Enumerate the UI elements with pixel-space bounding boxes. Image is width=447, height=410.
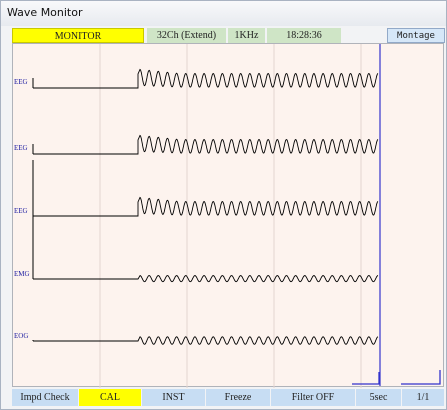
channel-trace-emg (33, 275, 379, 283)
channel-trace-eeg (33, 196, 379, 217)
montage-button[interactable]: Montage (387, 28, 445, 43)
inst-button[interactable]: INST (142, 389, 205, 406)
time-scale-button[interactable]: 5sec (356, 389, 401, 406)
scroll-marker-left[interactable] (352, 372, 380, 385)
channel-label: EEG (14, 78, 28, 86)
scroll-marker-right[interactable] (401, 370, 441, 385)
channel-trace-eog (33, 336, 379, 345)
waveform-area: EEG EEG EEG EMG EOG (12, 43, 444, 388)
page-indicator[interactable]: 1/1 (402, 389, 444, 406)
channel-count-indicator: 32Ch (Extend) (147, 28, 226, 43)
channel-label: EOG (14, 332, 29, 340)
channel-label: EEG (14, 207, 28, 215)
channel-label: EMG (14, 270, 30, 278)
waveform-canvas (32, 44, 441, 388)
channel-traces (32, 68, 379, 345)
time-gridlines (99, 44, 362, 388)
channel-label: EEG (14, 144, 28, 152)
channel-trace-eeg (33, 134, 379, 155)
toolbar: Impd Check CAL INST Freeze Filter OFF 5s… (12, 389, 444, 406)
sampling-rate-indicator: 1KHz (228, 28, 265, 43)
mode-indicator: MONITOR (12, 28, 144, 43)
clock-display: 18:28:36 (267, 28, 341, 43)
filter-toggle-button[interactable]: Filter OFF (271, 389, 355, 406)
freeze-button[interactable]: Freeze (206, 389, 270, 406)
impd-check-button[interactable]: Impd Check (12, 389, 78, 406)
channel-trace-eeg (33, 68, 379, 89)
status-bar: MONITOR 32Ch (Extend) 1KHz 18:28:36 Mont… (12, 28, 445, 43)
cal-button[interactable]: CAL (79, 389, 141, 406)
window-title: Wave Monitor (7, 6, 83, 19)
title-bar: Wave Monitor (1, 1, 446, 26)
